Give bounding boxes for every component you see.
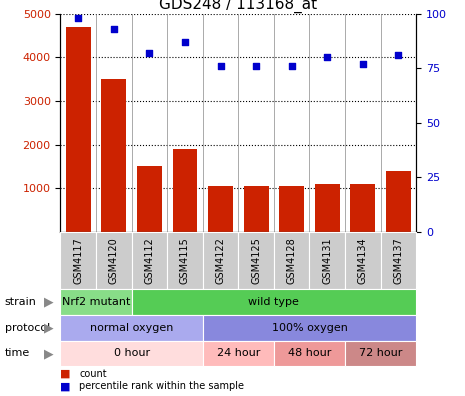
Text: 100% oxygen: 100% oxygen: [272, 323, 347, 333]
Text: 48 hour: 48 hour: [288, 348, 331, 358]
Text: ■: ■: [60, 381, 71, 391]
Text: 72 hour: 72 hour: [359, 348, 402, 358]
Point: [359, 61, 366, 67]
Point: [288, 63, 295, 69]
Title: GDS248 / 113168_at: GDS248 / 113168_at: [159, 0, 318, 13]
Text: ▶: ▶: [44, 321, 53, 334]
Point: [146, 50, 153, 56]
Bar: [244, 186, 269, 232]
Point: [324, 54, 331, 61]
Text: percentile rank within the sample: percentile rank within the sample: [79, 381, 244, 391]
Bar: [279, 186, 304, 232]
Text: normal oxygen: normal oxygen: [90, 323, 173, 333]
Text: count: count: [79, 369, 106, 379]
Text: Nrf2 mutant: Nrf2 mutant: [62, 297, 130, 307]
Bar: [101, 79, 126, 232]
Text: GSM4134: GSM4134: [358, 237, 368, 284]
Text: GSM4117: GSM4117: [73, 237, 83, 284]
Bar: [315, 184, 340, 232]
Bar: [350, 184, 375, 232]
Bar: [386, 171, 411, 232]
Bar: [173, 149, 198, 232]
Text: 0 hour: 0 hour: [113, 348, 150, 358]
Text: time: time: [5, 348, 30, 358]
Point: [74, 15, 82, 21]
Text: ■: ■: [60, 369, 71, 379]
Text: strain: strain: [5, 297, 37, 307]
Point: [395, 52, 402, 58]
Text: GSM4120: GSM4120: [109, 237, 119, 284]
Text: GSM4125: GSM4125: [251, 237, 261, 284]
Text: protocol: protocol: [5, 323, 50, 333]
Text: GSM4137: GSM4137: [393, 237, 404, 284]
Text: GSM4115: GSM4115: [180, 237, 190, 284]
Text: GSM4128: GSM4128: [286, 237, 297, 284]
Point: [110, 26, 118, 32]
Text: ▶: ▶: [44, 347, 53, 360]
Text: ▶: ▶: [44, 295, 53, 308]
Text: GSM4131: GSM4131: [322, 237, 332, 284]
Point: [252, 63, 260, 69]
Text: GSM4122: GSM4122: [215, 237, 226, 284]
Bar: [137, 166, 162, 232]
Text: 24 hour: 24 hour: [217, 348, 260, 358]
Point: [181, 39, 189, 45]
Text: wild type: wild type: [248, 297, 299, 307]
Bar: [208, 186, 233, 232]
Text: GSM4112: GSM4112: [144, 237, 154, 284]
Point: [217, 63, 224, 69]
Bar: [66, 27, 91, 232]
